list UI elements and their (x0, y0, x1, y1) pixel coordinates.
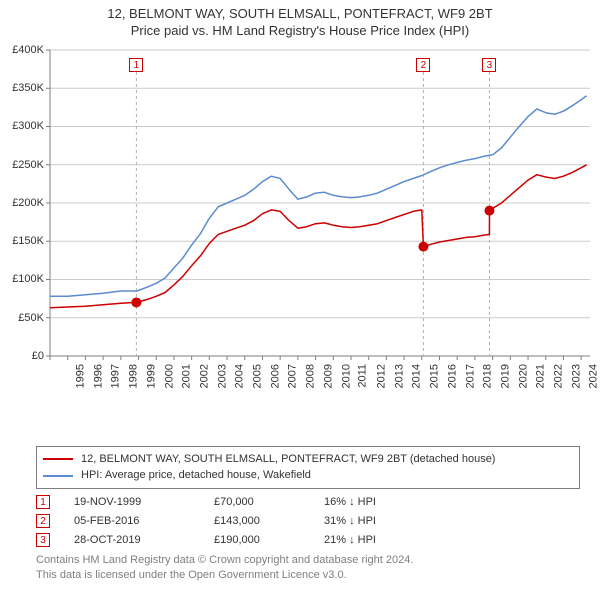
legend-row: 12, BELMONT WAY, SOUTH ELMSALL, PONTEFRA… (43, 451, 573, 468)
legend-swatch (43, 458, 73, 460)
event-row: 1 19-NOV-1999£70,00016% ↓ HPI (36, 495, 580, 509)
event-date: 05-FEB-2016 (74, 515, 214, 527)
sale-marker-2 (418, 241, 428, 251)
legend-box: 12, BELMONT WAY, SOUTH ELMSALL, PONTEFRA… (36, 446, 580, 489)
events-table: 1 19-NOV-1999£70,00016% ↓ HPI 2 05-FEB-2016… (36, 495, 580, 547)
footer-line-2: This data is licensed under the Open Gov… (36, 568, 580, 583)
event-price: £70,000 (214, 496, 324, 508)
event-marker: 3 (36, 533, 50, 547)
event-marker: 2 (36, 514, 50, 528)
event-row: 3 28-OCT-2019£190,00021% ↓ HPI (36, 533, 580, 547)
sale-marker-1 (131, 297, 141, 307)
event-price: £190,000 (214, 534, 324, 546)
event-date: 28-OCT-2019 (74, 534, 214, 546)
event-hpi-gap: 16% ↓ HPI (324, 496, 376, 508)
series-price_paid (50, 165, 587, 308)
legend-row: HPI: Average price, detached house, Wake… (43, 467, 573, 484)
event-hpi-gap: 31% ↓ HPI (324, 515, 376, 527)
footer-attribution: Contains HM Land Registry data © Crown c… (36, 553, 580, 583)
event-date: 19-NOV-1999 (74, 496, 214, 508)
chart-subtitle: Price paid vs. HM Land Registry's House … (0, 23, 600, 44)
chart-svg (0, 44, 600, 440)
footer-line-1: Contains HM Land Registry data © Crown c… (36, 553, 580, 568)
event-price: £143,000 (214, 515, 324, 527)
chart-title: 12, BELMONT WAY, SOUTH ELMSALL, PONTEFRA… (0, 0, 600, 23)
chart-plot-area: £0£50K£100K£150K£200K£250K£300K£350K£400… (0, 44, 600, 440)
legend-label: HPI: Average price, detached house, Wake… (81, 467, 311, 484)
sale-marker-3 (484, 205, 494, 215)
legend-swatch (43, 475, 73, 477)
legend-label: 12, BELMONT WAY, SOUTH ELMSALL, PONTEFRA… (81, 451, 495, 468)
event-row: 2 05-FEB-2016£143,00031% ↓ HPI (36, 514, 580, 528)
event-marker: 1 (36, 495, 50, 509)
series-hpi (50, 96, 587, 296)
event-hpi-gap: 21% ↓ HPI (324, 534, 376, 546)
